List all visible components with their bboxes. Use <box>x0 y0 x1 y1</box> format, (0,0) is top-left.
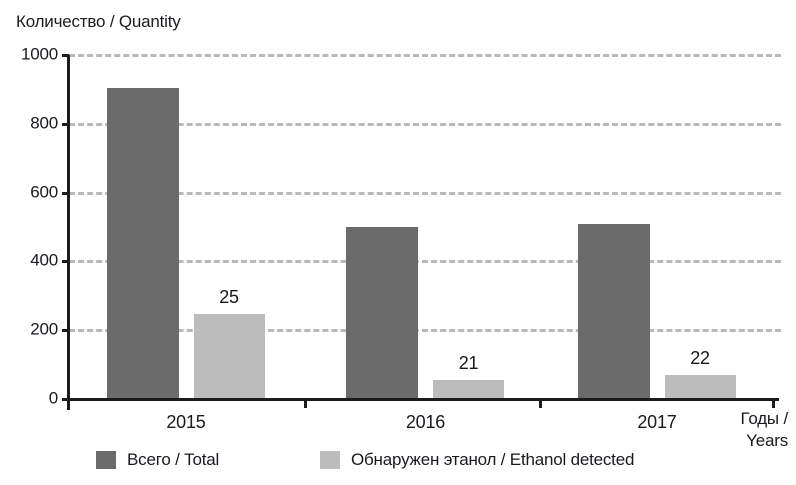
gridline-400 <box>69 260 781 264</box>
plot-area: 25 2015 21 2016 22 2017 0 200 400 600 800 1000 Год… <box>21 45 788 450</box>
x-axis-label-line1: Годы / <box>740 409 788 428</box>
legend: Всего / Total Обнаружен этанол / Ethanol… <box>0 450 796 472</box>
y-tick-mark-1000 <box>62 54 69 57</box>
y-tick-mark-400 <box>62 260 69 264</box>
x-tick-mark-1 <box>304 399 307 408</box>
gridline-200 <box>69 329 781 333</box>
bar-ethanol-2016 <box>433 380 504 399</box>
legend-item-ethanol: Обнаружен этанол / Ethanol detected <box>320 450 634 470</box>
y-tick-label-0: 0 <box>48 388 58 408</box>
x-tick-mark-3 <box>772 399 775 408</box>
gridline-1000 <box>69 54 781 57</box>
gridline-600 <box>69 191 781 195</box>
y-axis-line <box>67 55 70 410</box>
x-category-label-2015: 2015 <box>166 412 206 432</box>
x-category-label-2017: 2017 <box>637 412 677 432</box>
x-axis-line <box>62 398 779 401</box>
x-tick-mark-2 <box>539 399 542 408</box>
bar-value-label-2015: 25 <box>219 286 239 307</box>
legend-item-total: Всего / Total <box>96 450 219 470</box>
chart-title: Количество / Quantity <box>16 12 181 31</box>
x-category-label-2016: 2016 <box>405 412 446 432</box>
y-tick-label-1000: 1000 <box>20 44 58 64</box>
x-axis-label-line2: Years <box>746 431 788 450</box>
bar-ethanol-2015 <box>193 313 265 399</box>
bar-value-label-2016: 21 <box>458 353 479 374</box>
y-tick-label-400: 400 <box>30 250 58 270</box>
y-tick-mark-200 <box>62 329 69 333</box>
x-axis-label: Годы / Years <box>740 408 788 452</box>
bar-total-2017 <box>577 223 650 399</box>
bar-ethanol-2017 <box>664 374 736 399</box>
bar-total-2016 <box>346 227 418 399</box>
bar-total-2015 <box>106 87 179 399</box>
legend-label-ethanol: Обнаружен этанол / Ethanol detected <box>351 450 635 469</box>
y-tick-label-800: 800 <box>30 113 58 133</box>
y-tick-mark-800 <box>62 122 69 126</box>
y-tick-label-600: 600 <box>30 182 58 202</box>
total-series-swatch-icon <box>96 451 116 469</box>
y-tick-mark-600 <box>62 191 69 195</box>
y-tick-label-200: 200 <box>30 319 58 339</box>
ethanol-series-swatch-icon <box>320 451 340 469</box>
bar-value-label-2017: 22 <box>690 347 710 368</box>
gridline-800 <box>69 122 781 126</box>
legend-label-total: Всего / Total <box>127 450 220 469</box>
